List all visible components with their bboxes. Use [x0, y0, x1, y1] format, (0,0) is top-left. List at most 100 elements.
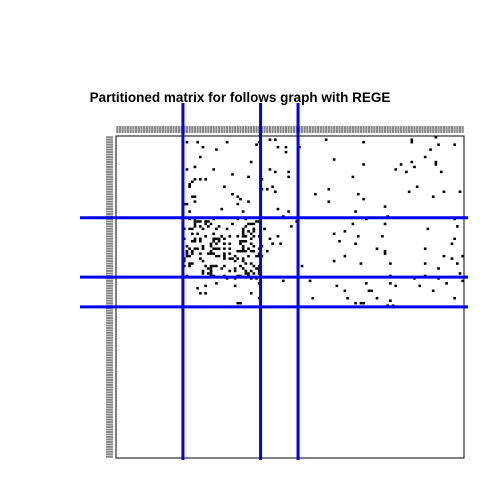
- col-tick-label: [250, 126, 253, 133]
- col-tick-label: [330, 126, 333, 133]
- col-tick-label: [217, 126, 221, 133]
- col-tick-label: [151, 126, 154, 133]
- matrix-cell: [209, 267, 213, 270]
- row-tick-label: [106, 265, 113, 268]
- matrix-cell: [207, 267, 210, 270]
- col-tick-label: [228, 126, 231, 133]
- left-tick-labels: [106, 136, 113, 458]
- row-tick-label: [106, 222, 113, 225]
- matrix-cell: [415, 185, 419, 189]
- col-tick-label: [143, 126, 146, 133]
- row-tick-label: [106, 421, 113, 424]
- matrix-cell: [233, 259, 237, 263]
- row-tick-label: [106, 237, 113, 240]
- matrix-cell: [188, 185, 191, 189]
- matrix-cell: [241, 259, 245, 263]
- matrix-cell: [247, 272, 250, 275]
- partition-lines: [80, 103, 468, 460]
- matrix-cell: [241, 240, 245, 243]
- matrix-cell: [359, 262, 363, 265]
- matrix-cell: [215, 264, 218, 268]
- col-tick-label: [185, 126, 189, 133]
- col-tick-label: [223, 126, 226, 133]
- matrix-cell: [207, 272, 210, 275]
- matrix-cell: [399, 163, 403, 166]
- row-tick-label: [106, 435, 113, 438]
- col-tick-label: [408, 126, 411, 133]
- col-tick-label: [159, 126, 162, 133]
- row-tick-label: [106, 257, 113, 260]
- matrix-cell: [193, 225, 197, 228]
- matrix-cell: [343, 230, 347, 233]
- matrix-cell: [287, 210, 290, 213]
- matrix-cell: [249, 232, 253, 236]
- col-tick-label: [135, 126, 138, 133]
- matrix-cell: [442, 190, 446, 193]
- matrix-cell: [223, 242, 226, 245]
- matrix-cell: [236, 301, 240, 305]
- matrix-cell: [220, 267, 224, 270]
- row-tick-label: [106, 208, 113, 211]
- matrix-cell: [383, 249, 387, 253]
- row-tick-label: [106, 339, 113, 342]
- matrix-cell: [383, 252, 387, 255]
- col-tick-label: [236, 126, 239, 133]
- row-tick-label: [106, 287, 113, 290]
- row-tick-label: [106, 245, 113, 248]
- matrix-cell: [190, 249, 194, 253]
- row-tick-label: [106, 156, 113, 159]
- matrix-cell: [204, 222, 208, 226]
- matrix-cell: [241, 257, 245, 260]
- col-tick-label: [375, 126, 379, 133]
- row-tick-label: [106, 359, 113, 362]
- matrix-cell: [249, 242, 253, 245]
- matrix-cell: [273, 190, 277, 193]
- matrix-cell: [236, 235, 240, 238]
- row-tick-label: [106, 178, 113, 181]
- col-tick-label: [402, 126, 405, 133]
- matrix-cell: [410, 160, 414, 164]
- row-tick-label: [106, 349, 113, 352]
- matrix-cell: [239, 301, 242, 305]
- row-tick-label: [106, 267, 113, 270]
- row-tick-label: [106, 322, 113, 324]
- matrix-cell: [215, 254, 218, 258]
- matrix-cell: [247, 200, 250, 203]
- matrix-cell: [324, 138, 328, 141]
- matrix-cell: [239, 249, 242, 253]
- matrix-cell: [217, 247, 221, 250]
- matrix-cell: [223, 264, 226, 268]
- matrix-cell: [212, 264, 216, 268]
- col-tick-label: [284, 126, 288, 133]
- matrix-cell: [367, 289, 371, 293]
- row-tick-label: [106, 418, 113, 421]
- matrix-cell: [249, 262, 253, 265]
- matrix-cell: [193, 222, 197, 226]
- matrix-cell: [201, 259, 205, 263]
- row-tick-label: [106, 188, 113, 191]
- col-tick-label: [317, 126, 320, 133]
- matrix-cell: [207, 220, 210, 223]
- matrix-cell: [249, 292, 253, 295]
- matrix-cell: [231, 173, 234, 176]
- col-tick-label: [201, 126, 205, 133]
- matrix-cell: [351, 222, 355, 226]
- row-tick-label: [106, 411, 113, 414]
- matrix-cell: [193, 247, 197, 250]
- matrix-cell: [271, 185, 274, 189]
- row-tick-label: [106, 344, 113, 347]
- matrix-cell: [389, 282, 392, 285]
- col-tick-label: [450, 126, 454, 133]
- col-tick-label: [306, 126, 309, 133]
- matrix-cell: [241, 244, 245, 248]
- matrix-cell: [215, 227, 218, 231]
- col-tick-label: [193, 126, 197, 133]
- row-tick-label: [106, 317, 113, 320]
- matrix-cell: [190, 252, 194, 255]
- matrix-cell: [217, 225, 221, 228]
- col-tick-label: [303, 126, 306, 133]
- matrix-cell: [236, 195, 240, 198]
- matrix-cell: [354, 242, 357, 245]
- col-tick-label: [365, 126, 368, 133]
